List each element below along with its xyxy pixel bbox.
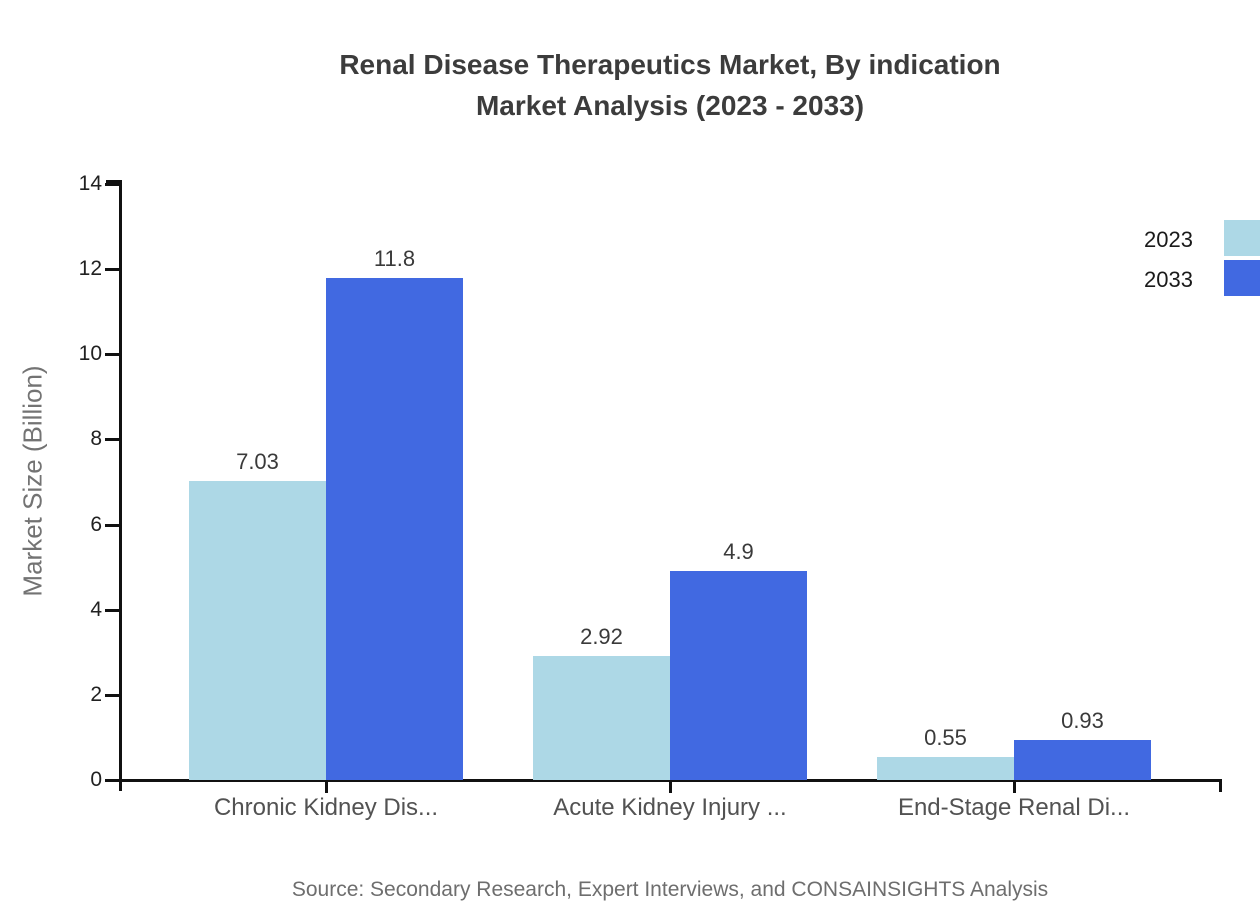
y-tick bbox=[105, 608, 119, 612]
legend-swatch-2023 bbox=[1224, 220, 1260, 256]
y-tick-label: 0 bbox=[90, 768, 102, 791]
chart-title: Renal Disease Therapeutics Market, By in… bbox=[110, 44, 1230, 126]
x-category-label: Chronic Kidney Dis... bbox=[213, 794, 439, 821]
y-tick bbox=[105, 268, 119, 272]
y-axis-line bbox=[119, 180, 122, 791]
y-tick-label: 14 bbox=[78, 172, 102, 195]
bar-2023-group1 bbox=[189, 480, 326, 780]
y-tick bbox=[105, 693, 119, 697]
source-note: Source: Secondary Research, Expert Inter… bbox=[291, 878, 1049, 901]
x-category-label: Acute Kidney Injury ... bbox=[553, 794, 787, 821]
y-tick-label: 8 bbox=[90, 427, 102, 451]
chart-title-line1: Renal Disease Therapeutics Market, By in… bbox=[339, 49, 1001, 80]
x-axis-line bbox=[106, 779, 1222, 782]
bar-value-label: 0.93 bbox=[1061, 708, 1104, 734]
y-tick-label: 12 bbox=[78, 257, 102, 281]
y-tick-label: 10 bbox=[78, 342, 102, 366]
x-tick bbox=[325, 779, 328, 793]
bar-value-label: 0.55 bbox=[924, 724, 967, 750]
y-tick bbox=[105, 779, 119, 782]
bar-2023-group3 bbox=[877, 756, 1014, 780]
bar-value-label: 7.03 bbox=[236, 448, 279, 474]
bar-value-label: 4.9 bbox=[723, 539, 754, 565]
y-tick-label: 6 bbox=[90, 512, 102, 536]
y-tick-label: 4 bbox=[90, 597, 102, 621]
bar-2023-group2 bbox=[533, 655, 670, 780]
chart-title-line2: Market Analysis (2023 - 2033) bbox=[475, 90, 865, 121]
x-axis-endcap bbox=[1219, 779, 1222, 792]
legend-label-2023: 2023 bbox=[1144, 227, 1193, 252]
y-tick-label: 2 bbox=[90, 682, 102, 706]
y-tick bbox=[105, 183, 119, 186]
x-tick bbox=[669, 779, 672, 793]
bar-value-label: 11.8 bbox=[373, 245, 416, 271]
bar-2033-group3 bbox=[1014, 740, 1151, 780]
bar-value-label: 2.92 bbox=[580, 623, 623, 649]
y-tick bbox=[105, 353, 119, 357]
y-axis-title: Market Size (Billion) bbox=[17, 365, 48, 597]
x-tick bbox=[1013, 779, 1016, 793]
legend-swatch-2033 bbox=[1224, 260, 1260, 296]
x-category-label: End-Stage Renal Di... bbox=[897, 794, 1131, 821]
y-tick bbox=[105, 438, 119, 442]
bar-2033-group1 bbox=[326, 277, 463, 780]
bar-2033-group2 bbox=[670, 571, 807, 780]
y-tick bbox=[105, 523, 119, 527]
y-axis-endcap bbox=[106, 180, 122, 183]
legend-label-2033: 2033 bbox=[1144, 267, 1193, 292]
